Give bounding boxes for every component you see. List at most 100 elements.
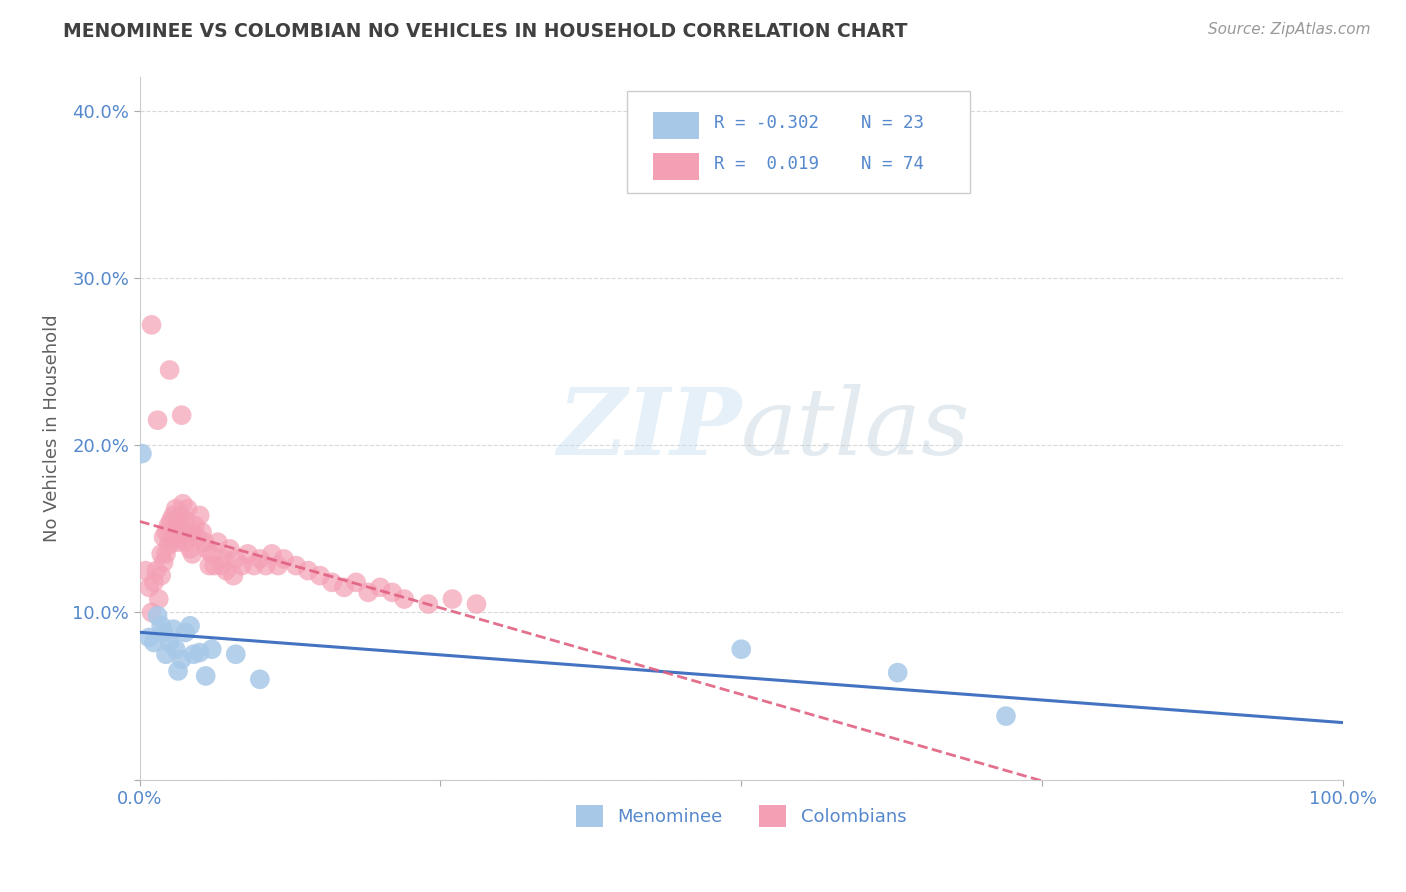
Point [170,408,193,422]
Point [167,535,190,549]
Point [186,530,208,544]
Text: ZIP: ZIP [557,384,741,474]
Point [309,568,332,582]
Point [181,547,204,561]
Point [222,568,245,582]
Y-axis label: No Vehicles in Household: No Vehicles in Household [44,315,60,542]
Point [141,606,163,620]
FancyBboxPatch shape [627,92,970,194]
Point [179,541,201,556]
Point [191,525,214,540]
Point [159,635,181,649]
Point [202,558,225,573]
Point [215,564,238,578]
Point [169,508,191,523]
Point [145,564,167,578]
Point [994,709,1017,723]
Text: R = -0.302    N = 23: R = -0.302 N = 23 [714,114,924,132]
Point [465,597,488,611]
Text: Source: ZipAtlas.com: Source: ZipAtlas.com [1208,22,1371,37]
Point [138,631,160,645]
Point [155,525,177,540]
Point [201,547,224,561]
Point [297,564,319,578]
Legend: Menominee, Colombians: Menominee, Colombians [569,797,914,834]
Point [381,585,404,599]
Point [159,513,181,527]
Point [143,575,166,590]
Point [188,646,211,660]
Point [260,547,283,561]
Point [150,619,173,633]
Text: R =  0.019    N = 74: R = 0.019 N = 74 [714,155,924,173]
Point [165,642,187,657]
Point [135,564,157,578]
Point [179,619,201,633]
Point [249,673,271,687]
Text: MENOMINEE VS COLOMBIAN NO VEHICLES IN HOUSEHOLD CORRELATION CHART: MENOMINEE VS COLOMBIAN NO VEHICLES IN HO… [63,22,908,41]
Point [188,508,211,523]
Point [249,552,271,566]
Point [243,558,266,573]
Point [155,547,177,561]
Point [441,592,464,607]
Point [159,363,181,377]
Point [150,568,173,582]
Point [218,541,240,556]
Point [155,647,177,661]
Point [138,580,160,594]
Point [162,508,184,523]
Point [321,575,343,590]
Point [730,642,752,657]
Point [181,525,204,540]
FancyBboxPatch shape [654,153,699,180]
Point [418,597,440,611]
Point [172,522,194,536]
Point [165,525,187,540]
Point [150,547,173,561]
Point [169,530,191,544]
Point [141,318,163,332]
Point [157,518,180,533]
Point [184,518,207,533]
Point [886,665,908,680]
Point [225,552,247,566]
Point [146,608,169,623]
Point [131,447,153,461]
Point [254,558,277,573]
Point [174,535,197,549]
Point [165,501,187,516]
Point [172,497,194,511]
Point [146,413,169,427]
Point [344,575,367,590]
Point [198,558,221,573]
Point [152,555,174,569]
Point [394,592,416,607]
Point [231,558,253,573]
Point [176,525,198,540]
Point [152,530,174,544]
Point [162,530,184,544]
Point [152,625,174,640]
Point [183,647,205,661]
Point [143,635,166,649]
Point [159,535,181,549]
Point [194,669,217,683]
Point [148,592,170,607]
Point [236,547,259,561]
Point [167,513,190,527]
Point [195,541,218,556]
Point [193,535,215,549]
Point [273,552,295,566]
Point [167,664,190,678]
Point [209,558,232,573]
Point [174,625,197,640]
Point [176,501,198,516]
Text: atlas: atlas [741,384,970,474]
FancyBboxPatch shape [654,112,699,138]
Point [201,642,224,657]
Point [162,622,184,636]
Point [207,535,229,549]
Point [333,580,356,594]
Point [368,580,391,594]
